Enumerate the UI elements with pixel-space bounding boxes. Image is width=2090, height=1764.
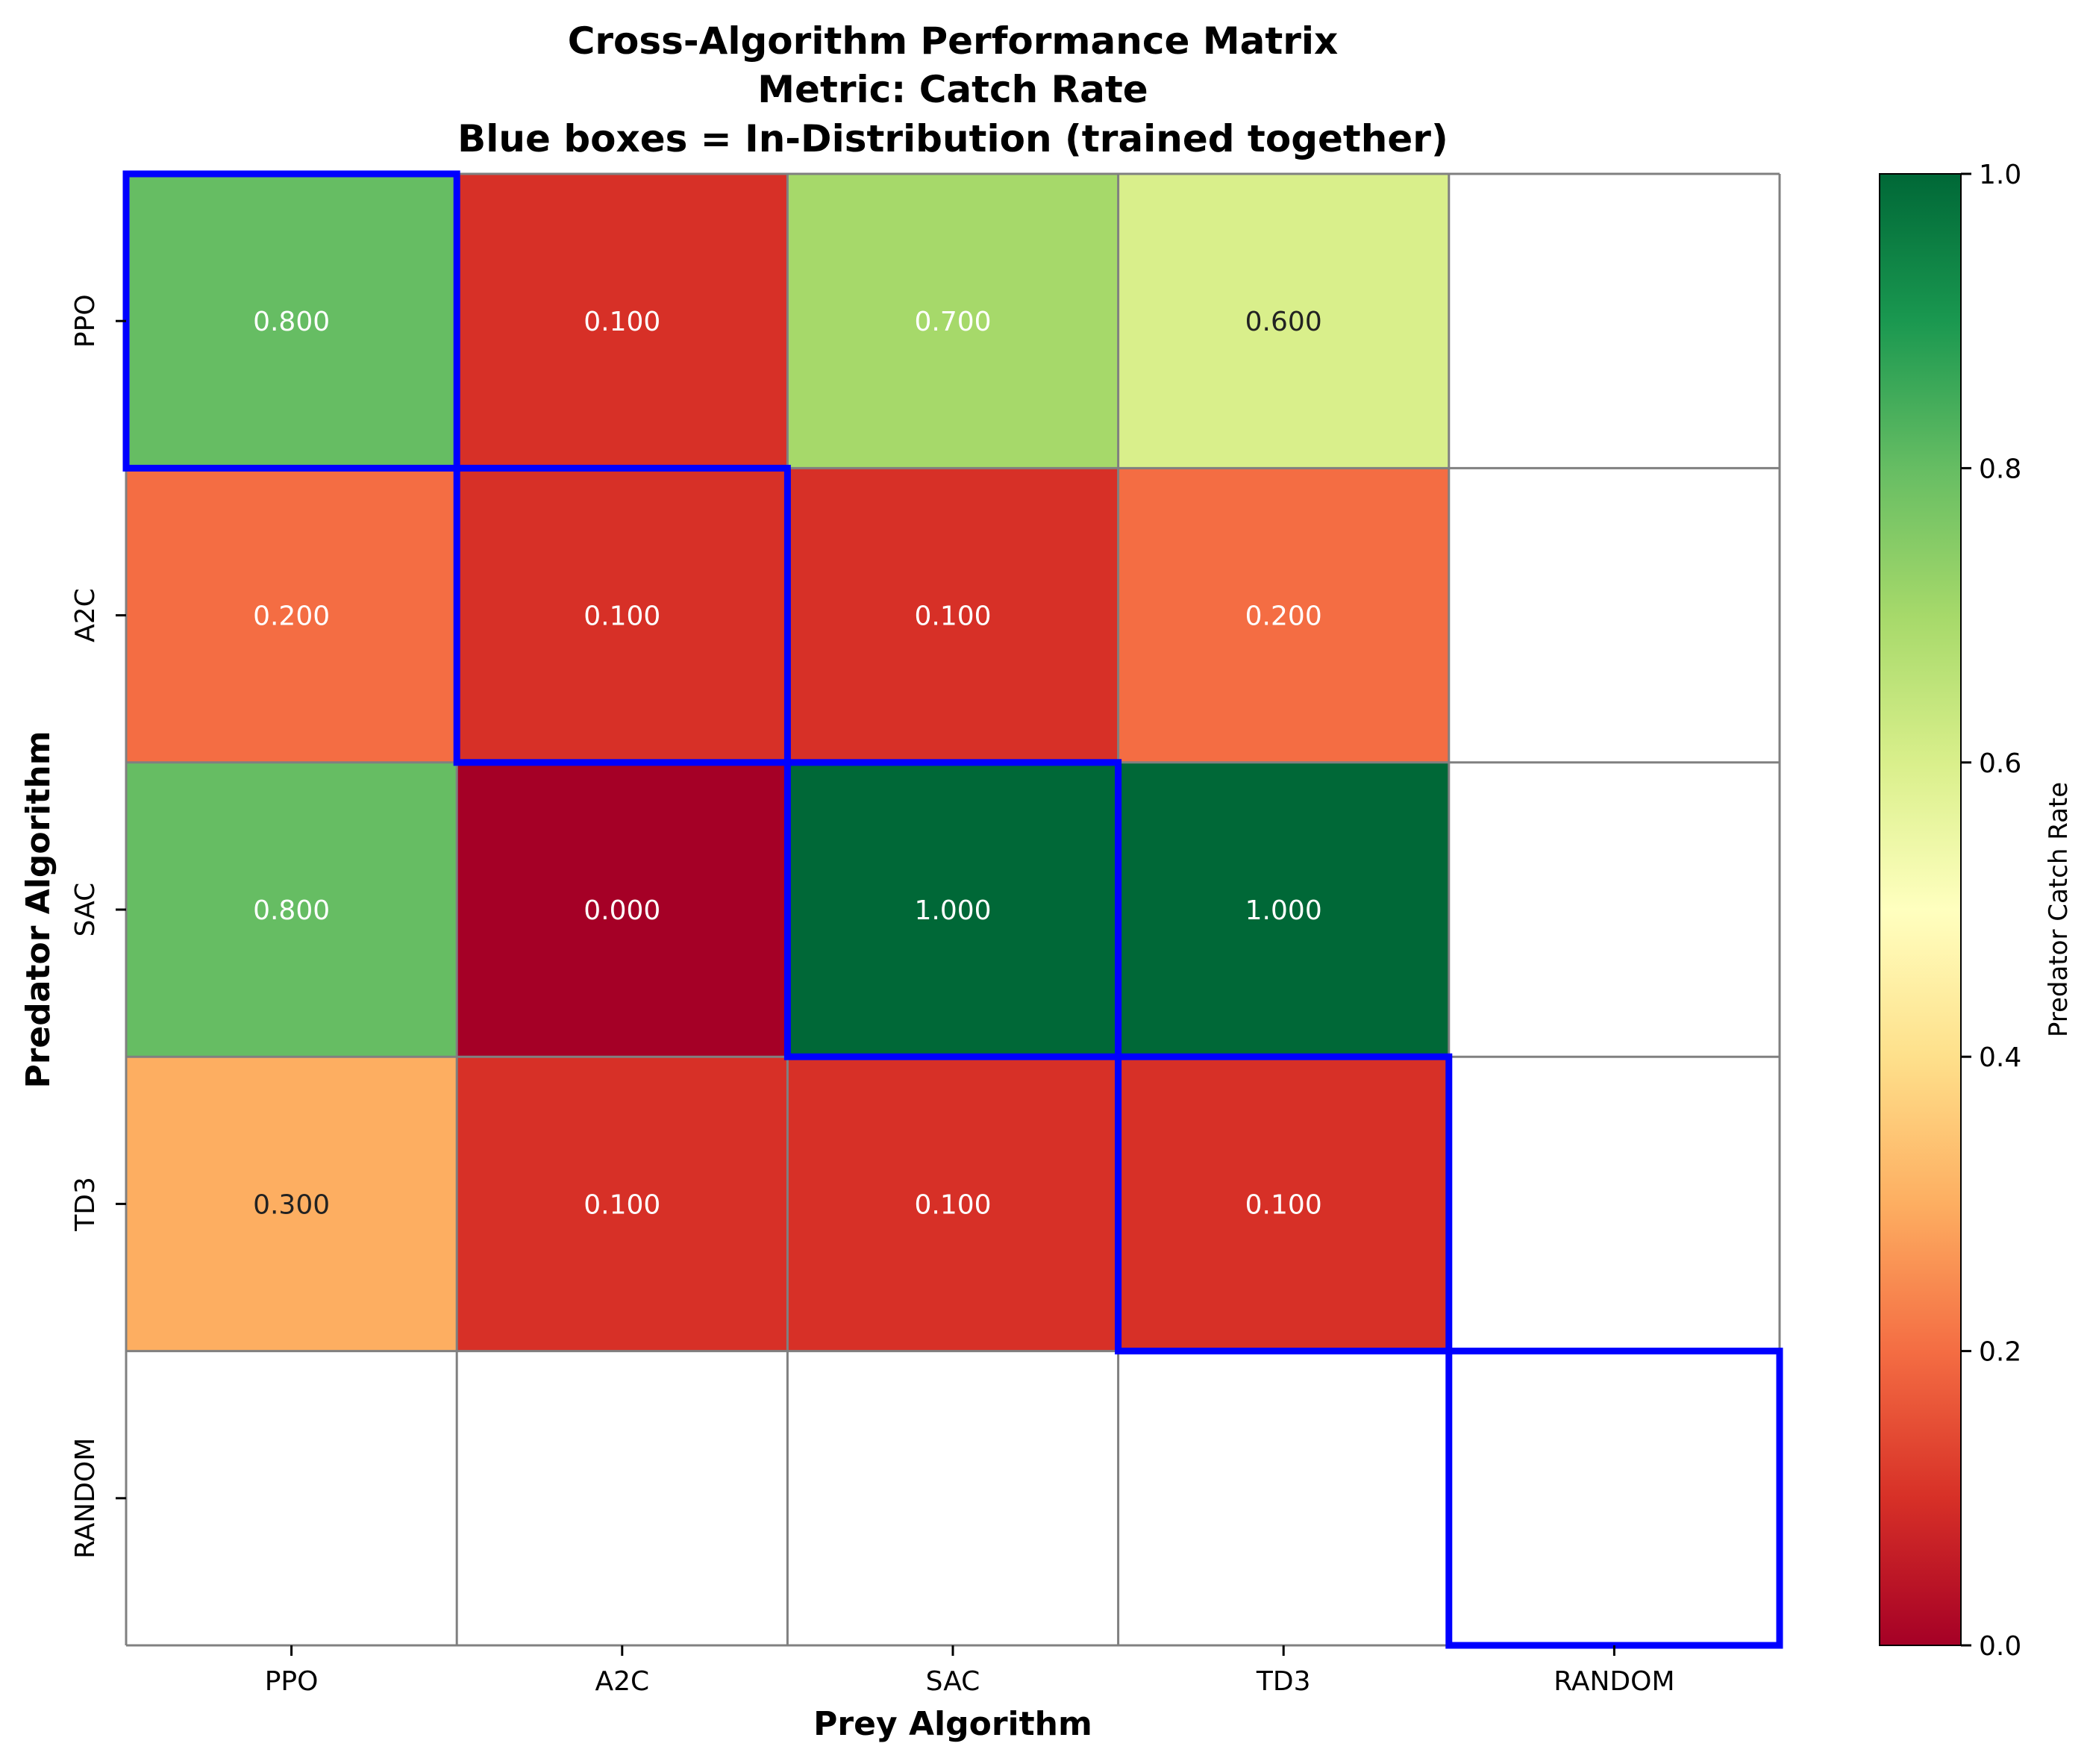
cell-value-label: 0.100	[914, 1189, 991, 1220]
heatmap-cells	[126, 174, 1780, 1645]
heatmap-cell	[126, 468, 457, 763]
cell-value-label: 0.100	[583, 1189, 660, 1220]
colorbar-tick-label: 1.0	[1979, 160, 2021, 190]
cell-value-label: 0.200	[253, 601, 330, 632]
cell-value-label: 0.800	[253, 307, 330, 337]
in-distribution-box	[453, 464, 791, 766]
cell-value-label: 0.600	[1245, 307, 1322, 337]
heatmap-cell	[1118, 1057, 1449, 1351]
chart-title-line-2: Metric: Catch Rate	[757, 68, 1148, 111]
colorbar-gradient	[1880, 174, 1961, 1645]
x-tick-label: PPO	[265, 1666, 319, 1697]
chart-title-line-1: Cross-Algorithm Performance Matrix	[568, 19, 1339, 63]
heatmap-cell	[457, 468, 788, 763]
y-tick-label: SAC	[70, 883, 101, 937]
cell-value-label: 0.300	[253, 1189, 330, 1220]
x-tick-label: TD3	[1256, 1666, 1311, 1697]
colorbar: 0.0 0.2 0.4 0.6 0.8 1.0	[1879, 160, 2021, 1662]
y-axis-label: Predator Algorithm	[19, 731, 57, 1088]
heatmap-cell	[1118, 174, 1449, 469]
y-tick-label: PPO	[70, 294, 101, 348]
colorbar-tick-label: 0.4	[1979, 1042, 2021, 1073]
x-tick-label: A2C	[595, 1666, 649, 1697]
colorbar-tick-label: 0.6	[1979, 748, 2021, 779]
heatmap-cell	[126, 174, 457, 469]
y-tick-label: RANDOM	[70, 1438, 101, 1559]
y-axis: PPO A2C SAC TD3 RANDOM	[70, 294, 126, 1559]
x-tick-label: RANDOM	[1554, 1666, 1674, 1697]
heatmap-cell	[1118, 468, 1449, 763]
cell-value-label: 0.100	[1245, 1189, 1322, 1220]
colorbar-frame	[1879, 173, 1962, 1646]
cell-value-label: 1.000	[914, 895, 991, 926]
heatmap-cell	[457, 1351, 788, 1645]
heatmap-cell	[1448, 762, 1780, 1057]
cell-value-label: 0.000	[583, 895, 660, 926]
heatmap-cell	[1118, 762, 1449, 1057]
heatmap-cell-labels: 0.800 0.100 0.700 0.600 0.200 0.100 0.100 0.200…	[253, 307, 1322, 1220]
cell-value-label: 0.700	[914, 307, 991, 337]
heatmap-cell	[787, 1351, 1118, 1645]
chart-title-line-3: Blue boxes = In-Distribution (trained to…	[457, 117, 1448, 160]
heatmap-cell	[126, 762, 457, 1057]
x-tick-label: SAC	[926, 1666, 980, 1697]
heatmap-cell	[1448, 174, 1780, 469]
cell-value-label: 0.100	[583, 601, 660, 632]
heatmap-cell	[126, 1057, 457, 1351]
heatmap-cell	[1448, 1057, 1780, 1351]
y-tick-label: A2C	[70, 588, 101, 642]
heatmap-cell	[457, 762, 788, 1057]
heatmap-cell	[457, 1057, 788, 1351]
in-distribution-box	[783, 759, 1122, 1060]
cell-value-label: 0.200	[1245, 601, 1322, 632]
colorbar-tick-label: 0.0	[1979, 1631, 2021, 1662]
heatmap-cell	[1118, 1351, 1449, 1645]
cell-value-label: 0.800	[253, 895, 330, 926]
colorbar-tick-label: 0.8	[1979, 454, 2021, 484]
heatmap-cell	[787, 468, 1118, 763]
heatmap-cell	[787, 762, 1118, 1057]
y-tick-label: TD3	[70, 1177, 101, 1232]
heatmap-cell	[457, 174, 788, 469]
in-distribution-box	[1115, 1053, 1453, 1355]
heatmap-cell	[787, 1057, 1118, 1351]
colorbar-label: Predator Catch Rate	[2044, 782, 2074, 1037]
heatmap-cell	[1448, 1351, 1780, 1645]
heatmap-cell	[126, 1351, 457, 1645]
heatmap-cell	[1448, 468, 1780, 763]
chart-title: Cross-Algorithm Performance Matrix Metri…	[457, 19, 1448, 160]
heatmap-cell	[787, 174, 1118, 469]
x-axis-label: Prey Algorithm	[813, 1705, 1092, 1743]
colorbar-tick-label: 0.2	[1979, 1337, 2021, 1368]
cell-value-label: 0.100	[914, 601, 991, 632]
cell-value-label: 0.100	[583, 307, 660, 337]
x-axis: PPO A2C SAC TD3 RANDOM	[265, 1645, 1675, 1697]
cell-value-label: 1.000	[1245, 895, 1322, 926]
